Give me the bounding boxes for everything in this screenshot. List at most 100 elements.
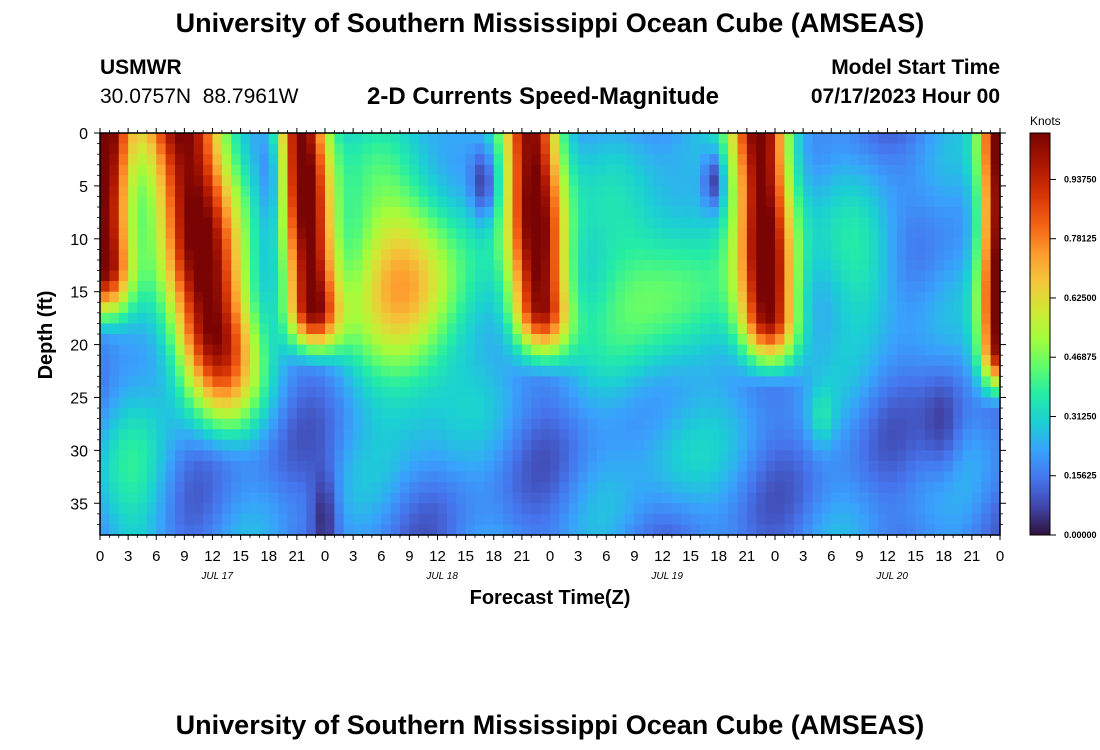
- heatmap-cell: [156, 429, 167, 441]
- heatmap-cell: [259, 133, 270, 145]
- heatmap-cell: [334, 323, 345, 335]
- heatmap-cell: [334, 154, 345, 166]
- heatmap-cell: [100, 460, 110, 473]
- heatmap-cell: [137, 312, 148, 325]
- heatmap-cell: [803, 439, 814, 451]
- heatmap-cell: [850, 175, 860, 187]
- heatmap-cell: [456, 302, 467, 314]
- heatmap-cell: [681, 386, 692, 399]
- heatmap-cell: [653, 471, 664, 483]
- heatmap-cell: [915, 386, 926, 399]
- heatmap-cell: [437, 492, 448, 504]
- heatmap-cell: [821, 143, 832, 155]
- heatmap-cell: [493, 228, 504, 240]
- heatmap-cell: [803, 334, 814, 346]
- heatmap-cell: [484, 228, 495, 240]
- heatmap-cell: [118, 259, 129, 272]
- heatmap-cell: [325, 302, 335, 314]
- heatmap-cell: [409, 439, 420, 451]
- heatmap-cell: [381, 281, 392, 293]
- heatmap-cell: [465, 312, 476, 325]
- heatmap-cell: [446, 418, 457, 430]
- heatmap-cell: [175, 524, 185, 536]
- heatmap-cell: [765, 503, 776, 515]
- x-tick-label: 3: [349, 548, 357, 565]
- heatmap-cell: [709, 217, 720, 229]
- heatmap-cell: [615, 175, 626, 187]
- heatmap-cell: [268, 439, 279, 451]
- heatmap-cell: [343, 302, 354, 314]
- heatmap-cell: [606, 397, 617, 409]
- heatmap-cell: [953, 175, 964, 187]
- heatmap-cell: [109, 471, 120, 483]
- heatmap-cell: [962, 259, 973, 272]
- heatmap-cell: [962, 355, 973, 367]
- heatmap-cell: [821, 482, 832, 494]
- heatmap-cell: [353, 429, 364, 441]
- heatmap-cell: [859, 524, 870, 536]
- heatmap-cell: [306, 164, 317, 176]
- heatmap-cell: [662, 281, 673, 293]
- heatmap-cell: [559, 460, 570, 473]
- heatmap-cell: [250, 408, 260, 420]
- heatmap-cell: [175, 471, 185, 483]
- heatmap-cell: [859, 270, 870, 282]
- heatmap-cell: [418, 365, 429, 377]
- heatmap-cell: [512, 524, 523, 536]
- heatmap-cell: [306, 323, 317, 335]
- heatmap-cell: [531, 524, 542, 536]
- heatmap-cell: [728, 164, 739, 176]
- heatmap-cell: [653, 323, 664, 335]
- heatmap-cell: [728, 196, 739, 208]
- heatmap-cell: [981, 133, 992, 145]
- heatmap-cell: [193, 185, 204, 198]
- heatmap-cell: [634, 429, 645, 441]
- heatmap-cell: [943, 323, 954, 335]
- heatmap-cell: [334, 143, 345, 155]
- heatmap-cell: [137, 143, 148, 155]
- heatmap-cell: [315, 196, 326, 208]
- heatmap-cell: [118, 164, 129, 176]
- heatmap-cell: [962, 439, 973, 451]
- heatmap-cell: [981, 196, 992, 208]
- heatmap-cell: [765, 249, 776, 261]
- heatmap-cell: [615, 259, 626, 272]
- heatmap-cell: [456, 154, 467, 166]
- heatmap-cell: [128, 312, 139, 325]
- heatmap-cell: [381, 386, 392, 399]
- heatmap-cell: [109, 175, 120, 187]
- heatmap-cell: [578, 207, 589, 219]
- heatmap-cell: [568, 196, 579, 208]
- heatmap-cell: [821, 207, 832, 219]
- heatmap-cell: [175, 154, 185, 166]
- heatmap-cell: [784, 524, 795, 536]
- heatmap-cell: [503, 207, 514, 219]
- heatmap-cell: [840, 228, 851, 240]
- heatmap-cell: [268, 323, 279, 335]
- heatmap-cell: [690, 133, 701, 145]
- heatmap-cell: [493, 471, 504, 483]
- heatmap-cell: [381, 355, 392, 367]
- heatmap-cell: [531, 334, 542, 346]
- heatmap-cell: [859, 355, 870, 367]
- heatmap-cell: [428, 439, 439, 451]
- heatmap-cell: [390, 281, 401, 293]
- heatmap-cell: [821, 154, 832, 166]
- heatmap-cell: [362, 175, 373, 187]
- heatmap-cell: [325, 238, 335, 250]
- heatmap-cell: [353, 133, 364, 145]
- heatmap-cell: [718, 397, 729, 409]
- heatmap-cell: [193, 312, 204, 325]
- heatmap-cell: [409, 249, 420, 261]
- heatmap-cell: [296, 207, 307, 219]
- heatmap-cell: [559, 312, 570, 325]
- heatmap-cell: [643, 482, 654, 494]
- heatmap-cell: [250, 133, 260, 145]
- heatmap-cell: [953, 217, 964, 229]
- heatmap-cell: [746, 238, 757, 250]
- heatmap-cell: [428, 524, 439, 536]
- heatmap-cell: [981, 334, 992, 346]
- heatmap-cell: [568, 408, 579, 420]
- heatmap-cell: [165, 418, 176, 430]
- heatmap-cell: [475, 323, 485, 335]
